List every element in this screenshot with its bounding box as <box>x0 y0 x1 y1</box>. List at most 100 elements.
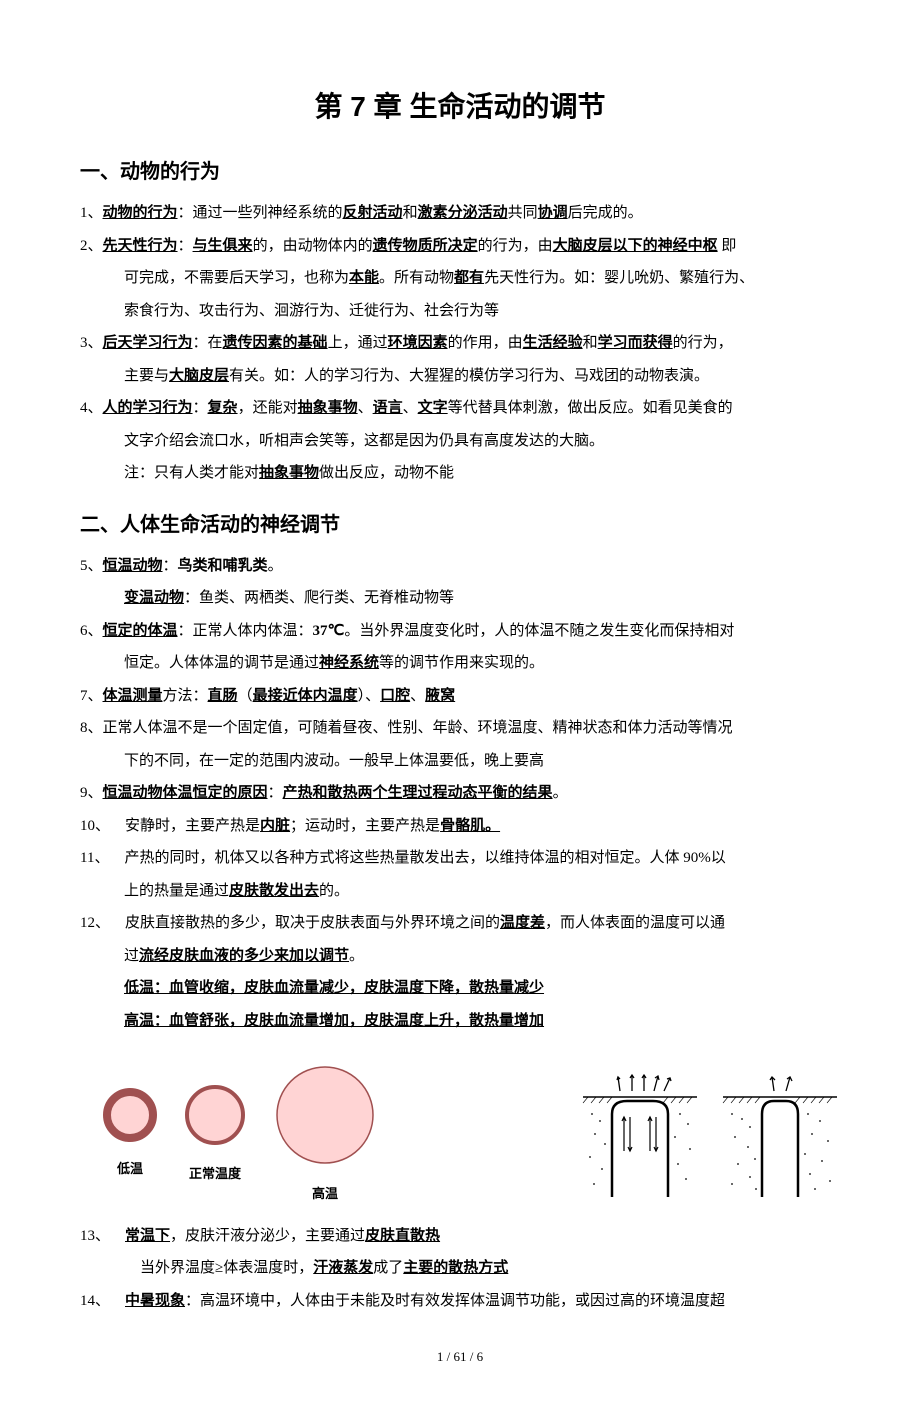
text: 大脑皮层 <box>169 368 229 384</box>
text: 主要的散热方式 <box>403 1260 508 1276</box>
item-4-note: 注：只有人类才能对抽象事物做出反应，动物不能 <box>80 459 840 488</box>
text: 方法： <box>163 688 208 704</box>
item-11-line2: 上的热量是通过皮肤散发出去的。 <box>80 877 840 906</box>
text: 生活经验 <box>523 335 583 351</box>
text: 复杂 <box>208 400 238 416</box>
item-13-num: 13、 <box>80 1228 110 1244</box>
item-8: 8、正常人体温不是一个固定值，可随着昼夜、性别、年龄、环境温度、精神状态和体力活… <box>80 714 840 743</box>
text: ： <box>193 400 208 416</box>
text: 的行为， <box>673 335 733 351</box>
text: 等代替具体刺激，做出反应。如看见美食的 <box>448 400 733 416</box>
item-7: 7、体温测量方法：直肠（最接近体内温度）、口腔、腋窝 <box>80 682 840 711</box>
text: ：血管舒张，皮肤血流量增加，皮肤温度上升，散热量增加 <box>154 1013 544 1029</box>
text: ： <box>178 238 193 254</box>
circle-normal: 正常温度 <box>180 1080 250 1187</box>
skin-diagrams <box>580 1069 840 1199</box>
text: 高温 <box>124 1013 154 1029</box>
item-7-label: 体温测量 <box>103 688 163 704</box>
text: 上的热量是通过 <box>124 883 229 899</box>
item-4: 4、人的学习行为：复杂，还能对抽象事物、语言、文字等代替具体刺激，做出反应。如看… <box>80 394 840 423</box>
item-2-label: 先天性行为 <box>103 238 178 254</box>
item-3-line2: 主要与大脑皮层有关。如：人的学习行为、大猩猩的模仿学习行为、马戏团的动物表演。 <box>80 362 840 391</box>
item-3: 3、后天学习行为：在遗传因素的基础上，通过环境因素的作用，由生活经验和学习而获得… <box>80 329 840 358</box>
circle-low-icon <box>100 1085 160 1145</box>
text: 。 <box>268 558 283 574</box>
circle-low-label: 低温 <box>117 1157 143 1182</box>
item-9: 9、恒温动物体温恒定的原因：产热和散热两个生理过程动态平衡的结果。 <box>80 779 840 808</box>
item-7-num: 7、 <box>80 688 103 704</box>
item-1-num: 1、 <box>80 205 103 221</box>
text: 做出反应，动物不能 <box>319 465 454 481</box>
item-8-line2: 下的不同，在一定的范围内波动。一般早上体温要低，晚上要高 <box>80 747 840 776</box>
text: 的行为，由 <box>478 238 553 254</box>
item-12-line2: 过流经皮肤血液的多少来加以调节。 <box>80 942 840 971</box>
item-13: 13、 常温下，皮肤汗液分泌少，主要通过皮肤直散热 <box>80 1222 840 1251</box>
text: 。所有动物 <box>379 270 454 286</box>
text: 皮肤直散热 <box>365 1228 440 1244</box>
text: 语言 <box>373 400 403 416</box>
text: 抽象事物 <box>298 400 358 416</box>
text: 激素分泌活动 <box>418 205 508 221</box>
text: 的。 <box>319 883 349 899</box>
text: 腋窝 <box>425 688 455 704</box>
text: ： <box>268 785 283 801</box>
item-12-high: 高温：血管舒张，皮肤血流量增加，皮肤温度上升，散热量增加 <box>80 1007 840 1036</box>
item-5-num: 5、 <box>80 558 103 574</box>
text: 即 <box>718 238 737 254</box>
text: 口腔 <box>380 688 410 704</box>
text: 产热的同时，机体又以各种方式将这些热量散发出去，以维持体温的相对恒定。人体 90… <box>124 850 725 866</box>
item-9-label: 恒温动物体温恒定的原因 <box>103 785 268 801</box>
text: 恒定。人体体温的调节是通过 <box>124 655 319 671</box>
text: 成了 <box>373 1260 403 1276</box>
item-14-label: 中暑现象 <box>125 1293 185 1309</box>
text: 的，由动物体内的 <box>253 238 373 254</box>
item-10-num: 10、 <box>80 818 110 834</box>
text: 共同 <box>508 205 538 221</box>
circle-high-label: 高温 <box>312 1182 338 1207</box>
item-12-num: 12、 <box>80 915 110 931</box>
item-2-num: 2、 <box>80 238 103 254</box>
item-4-label: 人的学习行为 <box>103 400 193 416</box>
item-6-num: 6、 <box>80 623 103 639</box>
text: 遗传物质所决定 <box>373 238 478 254</box>
text: 。 <box>553 785 568 801</box>
text: 本能 <box>349 270 379 286</box>
circle-low: 低温 <box>100 1085 160 1182</box>
text: ；运动时，主要产热是 <box>290 818 440 834</box>
text: 、 <box>358 400 373 416</box>
item-12-low: 低温：血管收缩，皮肤血流量减少，皮肤温度下降，散热量减少 <box>80 974 840 1003</box>
item-2-line3: 索食行为、攻击行为、洄游行为、迁徙行为、社会行为等 <box>80 297 840 326</box>
item-2: 2、先天性行为：与生俱来的，由动物体内的遗传物质所决定的行为，由大脑皮层以下的神… <box>80 232 840 261</box>
section-2-heading: 二、人体生命活动的神经调节 <box>80 506 840 544</box>
text: 大脑皮层以下的神经中枢 <box>553 238 718 254</box>
text: 注：只有人类才能对 <box>124 465 259 481</box>
text: 骨骼肌。 <box>440 818 500 834</box>
text: 。当外界温度变化时，人的体温不随之发生变化而保持相对 <box>344 623 734 639</box>
text: 安静时，主要产热是 <box>125 818 260 834</box>
text: 文字 <box>418 400 448 416</box>
text: ： <box>163 558 178 574</box>
item-2-line2: 可完成，不需要后天学习，也称为本能。所有动物都有先天性行为。如：婴儿吮奶、繁殖行… <box>80 264 840 293</box>
text: 抽象事物 <box>259 465 319 481</box>
text: ：在 <box>193 335 223 351</box>
text: ：通过一些列神经系统的 <box>178 205 343 221</box>
text: 最接近体内温度 <box>253 688 358 704</box>
text: 可完成，不需要后天学习，也称为 <box>124 270 349 286</box>
text: 产热和散热两个生理过程动态平衡的结果 <box>283 785 553 801</box>
circle-normal-label: 正常温度 <box>189 1162 241 1187</box>
item-4-num: 4、 <box>80 400 103 416</box>
item-3-num: 3、 <box>80 335 103 351</box>
text: 环境因素 <box>388 335 448 351</box>
text: 主要与 <box>124 368 169 384</box>
circle-high: 高温 <box>270 1060 380 1207</box>
text: ，还能对 <box>238 400 298 416</box>
text: 有关。如：人的学习行为、大猩猩的模仿学习行为、马戏团的动物表演。 <box>229 368 709 384</box>
circles-group: 低温 正常温度 高温 <box>100 1060 380 1207</box>
page-title: 第 7 章 生命活动的调节 <box>80 80 840 133</box>
item-9-num: 9、 <box>80 785 103 801</box>
item-8-num: 8、 <box>80 720 103 736</box>
text: ：鱼类、两栖类、爬行类、无脊椎动物等 <box>184 590 454 606</box>
text: 直肠 <box>208 688 238 704</box>
item-5-line2: 变温动物：鱼类、两栖类、爬行类、无脊椎动物等 <box>80 584 840 613</box>
text: 与生俱来 <box>193 238 253 254</box>
